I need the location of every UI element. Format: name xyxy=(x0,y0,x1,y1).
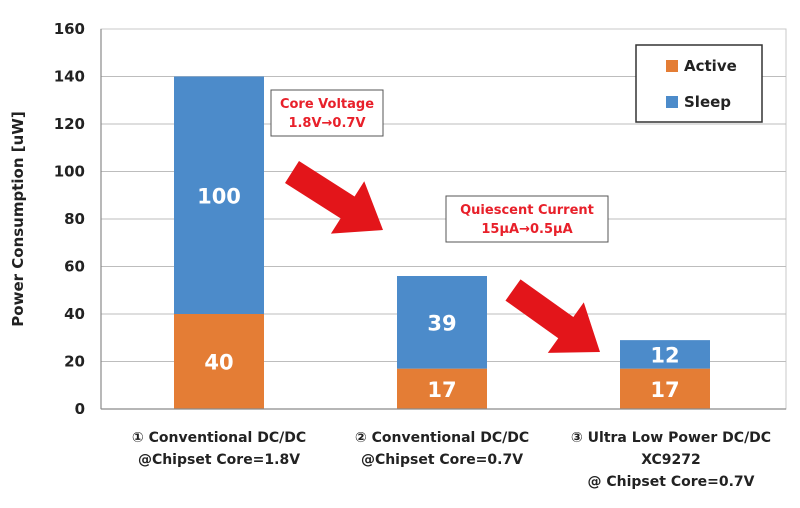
y-axis-title: Power Consumption [uW] xyxy=(9,111,27,326)
legend-swatch-sleep xyxy=(666,96,678,108)
red-arrow-icon xyxy=(285,161,383,234)
data-label-active: 17 xyxy=(650,378,679,402)
y-tick-label: 0 xyxy=(75,400,85,418)
legend-label-sleep: Sleep xyxy=(684,93,731,111)
annotation-text: Core Voltage xyxy=(280,97,374,112)
x-category-label: ① Conventional DC/DC xyxy=(132,430,306,446)
red-arrow-icon xyxy=(505,279,600,353)
y-tick-label: 140 xyxy=(54,68,85,86)
bar-active xyxy=(397,368,487,409)
y-tick-label: 20 xyxy=(64,353,85,371)
x-category-label: ② Conventional DC/DC xyxy=(355,430,529,446)
x-category-label: XC9272 xyxy=(641,452,701,468)
y-tick-label: 160 xyxy=(54,20,85,38)
x-category-label: @Chipset Core=0.7V xyxy=(361,452,523,468)
data-label-active: 40 xyxy=(204,351,233,375)
bars: 40 100 17 39 17 12 xyxy=(174,76,710,409)
x-category-label: @Chipset Core=1.8V xyxy=(138,452,300,468)
y-tick-label: 40 xyxy=(64,305,85,323)
legend-label-active: Active xyxy=(684,57,737,75)
bar-sleep xyxy=(174,76,264,314)
legend: Active Sleep xyxy=(635,44,763,123)
axes: 0 20 40 60 80 100 120 140 160 Power Consumption [… xyxy=(9,20,786,490)
annotation-arrows xyxy=(285,161,600,353)
data-label-sleep: 100 xyxy=(197,184,241,208)
y-tick-label: 120 xyxy=(54,115,85,133)
y-tick-label: 100 xyxy=(54,163,85,181)
annotation-box xyxy=(270,89,384,137)
bar-sleep xyxy=(620,340,710,369)
annotation-text: 15μA→0.5μA xyxy=(481,222,572,237)
data-label-active: 17 xyxy=(427,378,456,402)
legend-swatch-active xyxy=(666,60,678,72)
bar-active xyxy=(620,368,710,409)
y-tick-label: 80 xyxy=(64,210,85,228)
x-category-label: ③ Ultra Low Power DC/DC xyxy=(571,430,771,446)
x-category-label: @ Chipset Core=0.7V xyxy=(588,474,755,490)
legend-box xyxy=(635,44,763,123)
data-label-sleep: 12 xyxy=(650,343,679,367)
bar-active xyxy=(174,314,264,409)
annotation-text: 1.8V→0.7V xyxy=(288,116,365,131)
annotation-box xyxy=(445,195,609,243)
bar-sleep xyxy=(397,276,487,369)
annotation-text: Quiescent Current xyxy=(460,203,594,218)
data-label-sleep: 39 xyxy=(427,311,456,335)
annotations: Core Voltage 1.8V→0.7V Quiescent Current 15… xyxy=(270,89,609,243)
y-tick-label: 60 xyxy=(64,258,85,276)
